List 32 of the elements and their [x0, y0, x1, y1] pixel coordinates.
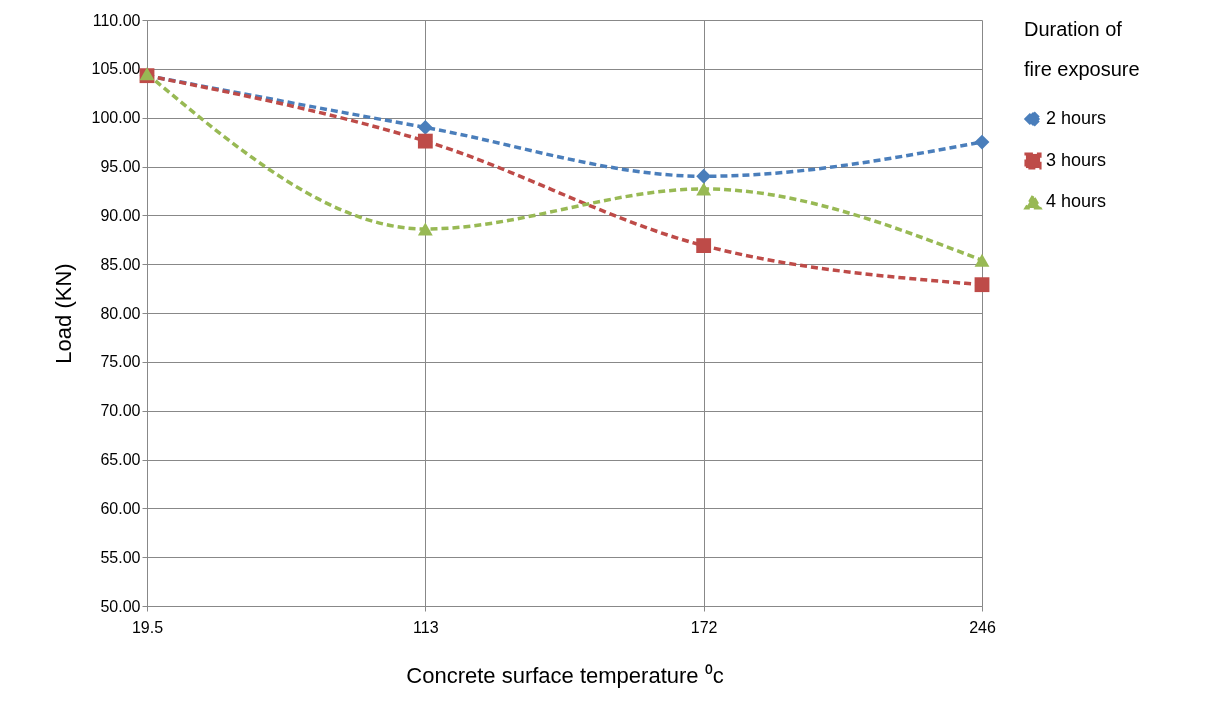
- y-tick-label: 70.00: [100, 402, 141, 420]
- point: [974, 253, 990, 267]
- point: [696, 238, 712, 254]
- x-tick-label: 19.5: [131, 618, 164, 636]
- y-tick-label: 75.00: [100, 353, 141, 371]
- legend-label: 2 hours: [1046, 108, 1107, 128]
- legend-title: Duration of fire exposure: [1024, 18, 1140, 80]
- point: [417, 120, 433, 135]
- point: [417, 222, 433, 236]
- y-tick-label: 60.00: [100, 499, 141, 517]
- y-tick-label: 65.00: [100, 451, 141, 468]
- x-axis-title: Concrete surface temperature ⁰c: [406, 662, 724, 688]
- y-tick-label: 85.00: [100, 255, 141, 273]
- y-tick-label: 50.00: [100, 597, 141, 615]
- y-tick-label: 100.00: [91, 109, 141, 127]
- point: [696, 168, 712, 184]
- point: [974, 134, 990, 150]
- point: [974, 277, 990, 293]
- y-tick-label: 55.00: [100, 548, 141, 566]
- y-tick-label: 80.00: [100, 304, 141, 322]
- point: [417, 133, 433, 149]
- legend-label: 3 hours: [1046, 150, 1107, 170]
- y-tick-label: 105.00: [91, 60, 141, 78]
- x-tick-label: 113: [413, 618, 439, 636]
- y-axis-title: Load (KN): [50, 263, 76, 364]
- y-tick-label: 95.00: [100, 158, 141, 175]
- point: [696, 182, 712, 196]
- y-tick-label: 110.00: [92, 11, 141, 29]
- legend-label: 4 hours: [1046, 191, 1107, 211]
- x-tick-label: 246: [969, 618, 996, 636]
- y-tick-label: 90.00: [100, 206, 141, 224]
- x-tick-label: 172: [690, 618, 718, 636]
